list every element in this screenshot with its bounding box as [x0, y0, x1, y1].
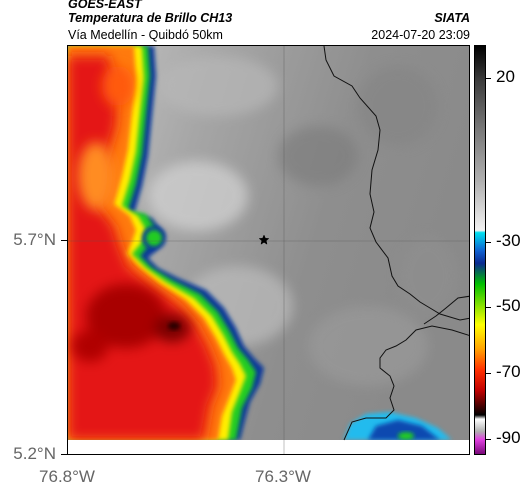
- colorbar-tick: [486, 242, 491, 243]
- region-subtitle: Vía Medellín - Quibdó 50km: [68, 28, 223, 42]
- y-tick-label: 5.2°N: [13, 444, 56, 463]
- x-tick-label: 76.8°W: [39, 467, 95, 486]
- colorbar-label: -90: [496, 428, 521, 447]
- x-tick-label: 76.3°W: [255, 467, 311, 486]
- colorbar-tick: [486, 373, 491, 374]
- colorbar-tick: [486, 307, 491, 308]
- colorbar-tick: [486, 439, 491, 440]
- colorbar-label: -30: [496, 231, 521, 250]
- cloud-warm-patch: [102, 66, 134, 106]
- colorbar: [474, 45, 486, 455]
- product-title: Temperatura de Brillo CH13: [68, 11, 233, 25]
- department-border: [423, 295, 469, 325]
- bottom-cell-blue: [368, 420, 440, 440]
- colorbar-label: 20: [496, 67, 515, 86]
- gray-texture: [148, 56, 458, 386]
- small-cell-green: [146, 230, 162, 246]
- cloud-coldest-core: [168, 322, 180, 330]
- colorbar-gradient: [475, 46, 485, 454]
- no-data-strip: [68, 440, 469, 454]
- star-icon: [258, 234, 270, 245]
- department-border: [343, 325, 469, 441]
- cloud-warm-patch: [78, 142, 114, 210]
- colorbar-tick: [486, 78, 491, 79]
- cloud-deep-red: [86, 284, 166, 348]
- colorbar-label: -50: [496, 296, 521, 315]
- satellite-name: GOES-EAST: [68, 0, 142, 11]
- organization-label: SIATA: [434, 11, 470, 25]
- satellite-map[interactable]: [67, 45, 470, 455]
- cloud-deep-red: [72, 330, 108, 362]
- y-tick-label: 5.7°N: [13, 230, 56, 249]
- colorbar-label: -70: [496, 362, 521, 381]
- department-border: [323, 46, 469, 321]
- timestamp: 2024-07-20 23:09: [371, 28, 470, 42]
- y-tick-mark: [61, 454, 67, 455]
- y-tick-mark: [61, 240, 67, 241]
- bottom-cell-green: [398, 432, 414, 440]
